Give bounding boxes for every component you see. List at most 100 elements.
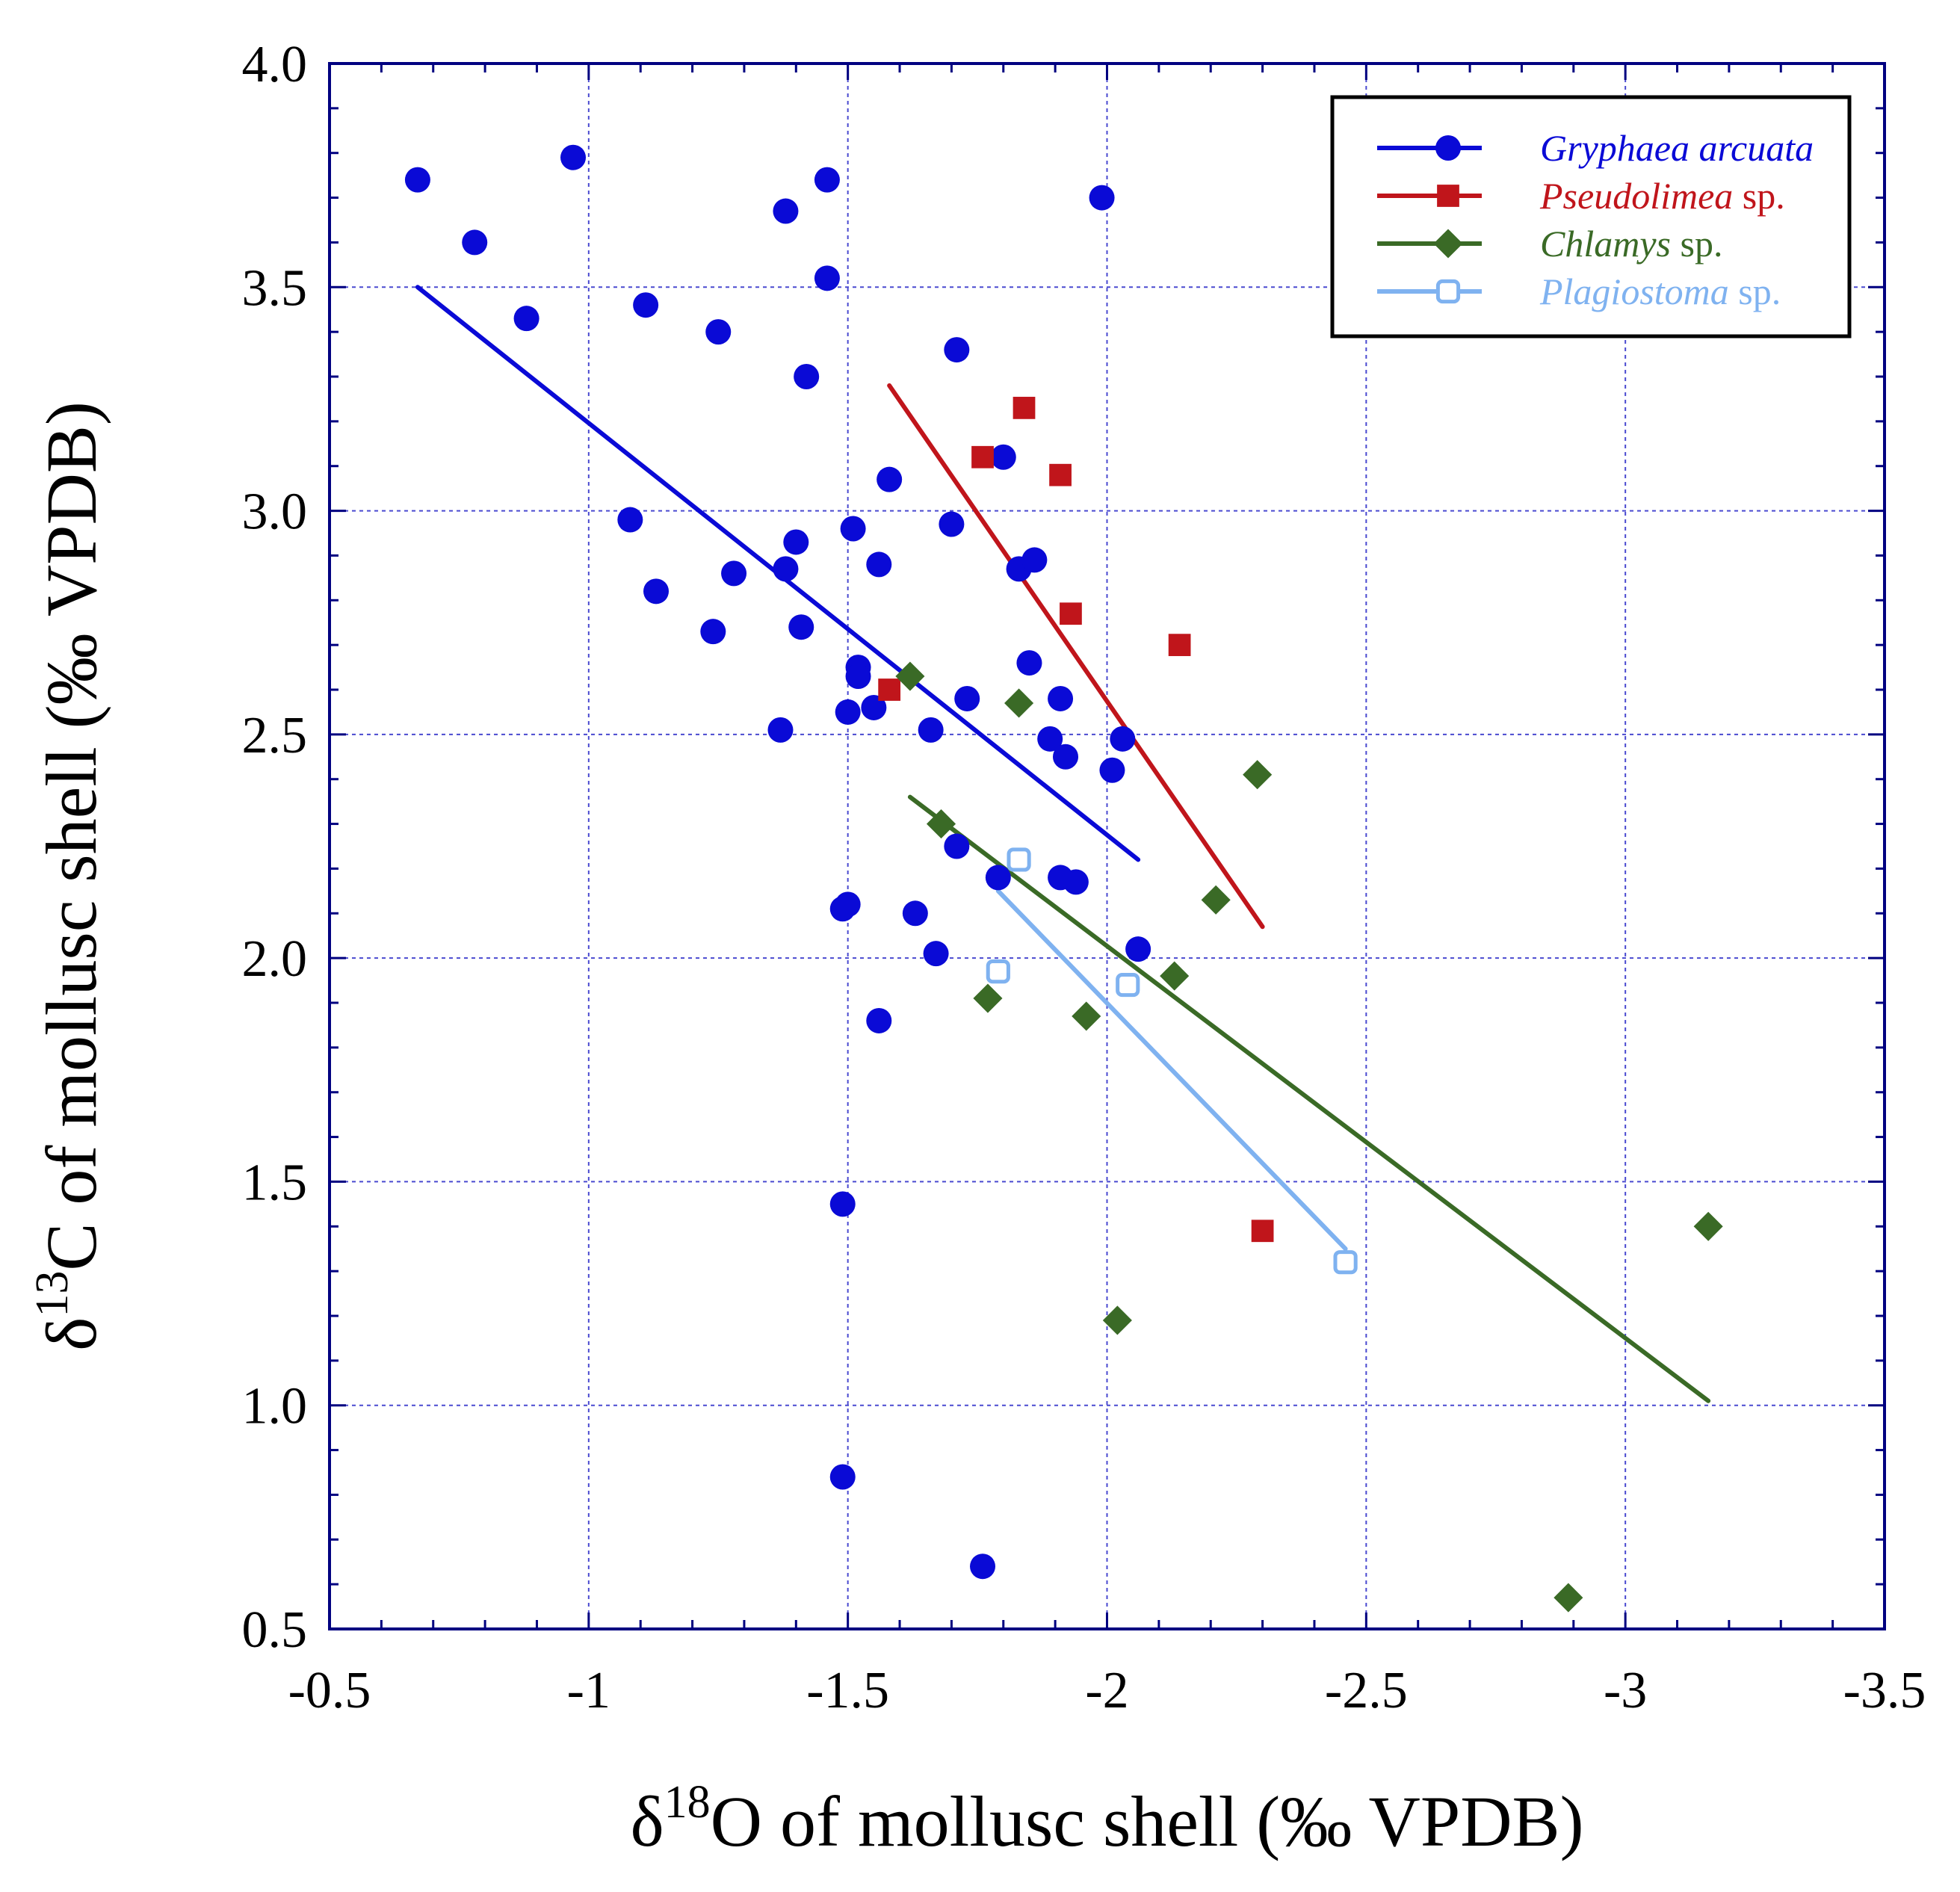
data-point	[939, 511, 965, 537]
data-point	[1102, 1305, 1132, 1335]
legend-item: Chlamys sp.	[1377, 223, 1722, 265]
legend-label-suffix: sp.	[1671, 223, 1722, 265]
x-tick-label: -2.5	[1325, 1662, 1408, 1719]
data-point	[1251, 1219, 1274, 1243]
data-point	[773, 556, 799, 582]
legend-label-suffix: sp.	[1733, 175, 1784, 217]
data-point	[1004, 688, 1034, 718]
data-point	[985, 865, 1011, 891]
legend-label-italic: Chlamys	[1540, 223, 1671, 265]
data-point	[705, 319, 732, 345]
series-3-points	[986, 847, 1358, 1275]
x-tick-label: -3	[1604, 1662, 1647, 1719]
x-axis-title-superscript: 18	[664, 1777, 711, 1828]
y-tick-label: 1.5	[242, 1154, 308, 1211]
y-axis-title-delta: δ	[31, 1317, 111, 1351]
data-point	[1110, 726, 1136, 752]
y-tick-label: 3.5	[242, 259, 308, 317]
data-point	[986, 959, 1010, 984]
data-point	[783, 529, 809, 555]
data-point	[1201, 885, 1231, 915]
data-point	[1554, 1583, 1583, 1613]
series-2-points	[895, 661, 1723, 1613]
data-point	[835, 699, 861, 725]
x-tick-label: -3.5	[1843, 1662, 1926, 1719]
data-point	[814, 265, 840, 291]
data-point	[404, 167, 430, 193]
data-point	[767, 717, 794, 743]
x-axis-title-rest: O of mollusc shell (‰ VPDB)	[711, 1781, 1584, 1861]
data-point	[971, 445, 994, 469]
y-axis-title-superscript: 13	[27, 1271, 78, 1317]
data-point	[1072, 1001, 1101, 1031]
legend-label: Gryphaea arcuata	[1540, 127, 1814, 169]
x-tick-label: -2	[1085, 1662, 1128, 1719]
legend-label-suffix: sp.	[1729, 270, 1781, 312]
legend-label-italic: Gryphaea arcuata	[1540, 127, 1814, 169]
data-point	[1016, 650, 1042, 676]
data-point	[643, 578, 670, 605]
legend-label: Chlamys sp.	[1540, 223, 1722, 265]
data-point	[895, 661, 925, 691]
data-point	[1007, 847, 1031, 872]
data-point	[794, 364, 820, 389]
data-point	[633, 292, 659, 318]
trendlines	[415, 285, 1711, 1403]
data-point	[829, 1191, 856, 1217]
data-point	[829, 1464, 856, 1490]
data-point	[1089, 185, 1115, 211]
legend-label: Pseudolimea sp.	[1539, 175, 1785, 217]
legend-marker	[1435, 279, 1461, 304]
data-point	[814, 167, 840, 193]
trendline-series-2	[907, 794, 1711, 1403]
legend-label-italic: Plagiostoma	[1539, 270, 1729, 312]
data-point	[560, 144, 587, 170]
data-point	[462, 229, 488, 256]
data-point	[866, 551, 892, 578]
data-point	[1037, 726, 1063, 752]
legend-item: Plagiostoma sp.	[1377, 270, 1781, 312]
legend-marker	[1433, 229, 1463, 259]
tick-labels: -0.5 -1 -1.5 -2 -2.5 -3 -3.5 0.5 1.0 1.5 2.0 2.5 3.0…	[242, 36, 1926, 1719]
series-0-points	[404, 144, 1151, 1580]
y-tick-label: 3.0	[242, 483, 308, 541]
data-point	[773, 198, 799, 224]
legend-item: Pseudolimea sp.	[1377, 175, 1785, 217]
legend-marker	[1437, 185, 1459, 207]
data-point	[866, 1007, 892, 1033]
data-point	[700, 619, 726, 645]
data-point	[721, 560, 747, 587]
legend-box	[1330, 95, 1852, 338]
data-point	[877, 466, 903, 492]
data-point	[840, 516, 866, 542]
data-point	[1125, 936, 1151, 962]
trendline-series-1	[887, 383, 1265, 930]
data-point	[845, 664, 871, 690]
data-point	[788, 614, 814, 640]
plot-frame	[328, 62, 1886, 1630]
x-axis-title: δ18O of mollusc shell (‰ VPDB)	[630, 1777, 1583, 1861]
legend-marker	[1435, 135, 1461, 161]
data-point	[513, 306, 540, 332]
data-point	[1116, 972, 1140, 998]
legend-label-italic: Pseudolimea	[1539, 175, 1733, 217]
data-point	[1013, 397, 1036, 419]
y-tick-label: 4.0	[242, 36, 308, 93]
data-point	[1160, 961, 1190, 991]
data-point	[918, 717, 944, 743]
y-tick-label: 2.0	[242, 930, 308, 988]
data-point	[1333, 1250, 1358, 1275]
data-point	[1243, 760, 1273, 790]
data-point	[835, 891, 861, 918]
data-point	[1049, 463, 1072, 486]
data-point	[617, 507, 643, 533]
data-point	[990, 444, 1016, 470]
legend-label: Plagiostoma sp.	[1539, 270, 1781, 312]
trendline-series-3	[995, 888, 1348, 1252]
data-point	[1099, 757, 1125, 783]
data-point	[1168, 634, 1191, 657]
